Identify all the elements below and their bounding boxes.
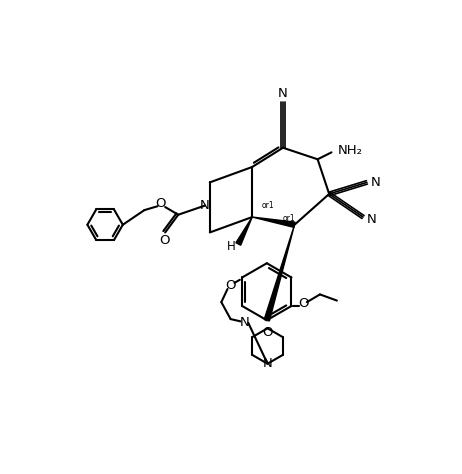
Text: N: N xyxy=(263,357,273,370)
Text: N: N xyxy=(200,199,209,212)
Text: or1: or1 xyxy=(261,201,274,210)
Text: NH₂: NH₂ xyxy=(338,144,363,156)
Polygon shape xyxy=(236,217,252,245)
Text: H: H xyxy=(227,240,236,253)
Text: O: O xyxy=(262,326,273,338)
Text: N: N xyxy=(367,213,377,226)
Text: N: N xyxy=(278,87,288,100)
Text: O: O xyxy=(159,235,170,247)
Text: O: O xyxy=(155,197,166,210)
Text: N: N xyxy=(240,317,249,329)
Polygon shape xyxy=(252,217,295,228)
Text: O: O xyxy=(298,297,308,310)
Text: or1: or1 xyxy=(282,214,295,223)
Polygon shape xyxy=(264,225,295,321)
Text: O: O xyxy=(225,279,236,292)
Text: N: N xyxy=(371,176,380,189)
